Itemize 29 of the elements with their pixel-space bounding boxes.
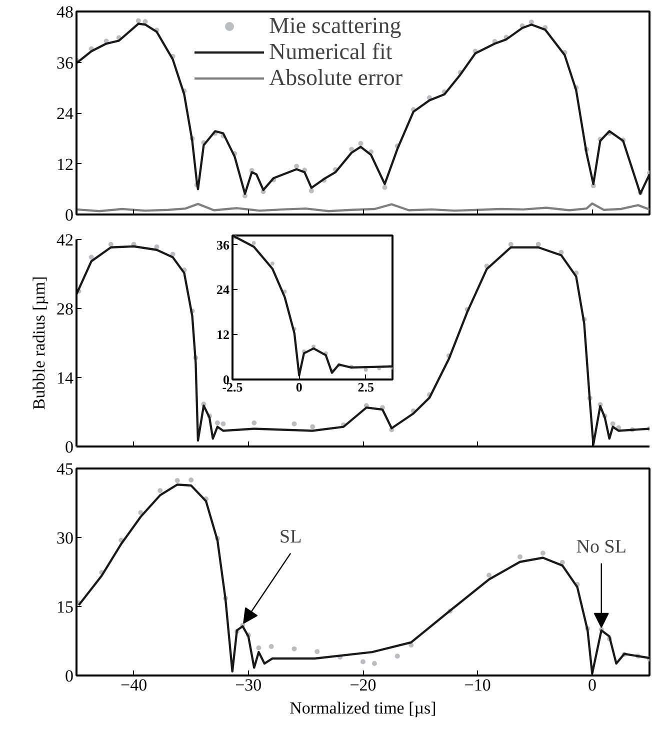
y-tick-label: 24 [56,104,74,123]
y-tick-label: 12 [56,154,74,174]
annotation: SL [280,526,302,548]
y-tick-label: 45 [56,460,74,478]
x-tick-label: −10 [464,676,491,694]
y-tick-label: 12 [216,327,230,342]
y-tick-label: 14 [56,368,74,388]
y-tick-label: 36 [216,237,230,252]
x-axis-title: Normalized time [µs] [290,698,436,718]
y-axis-title: Bubble radius [µm] [30,276,48,410]
x-tick-label: 0 [588,676,596,694]
y-tick-label: 30 [56,528,74,548]
y-tick-label: 0 [65,206,74,224]
y-tick-label: 36 [56,53,74,72]
legend-label: Numerical fit [269,39,392,65]
x-tick-label: −30 [235,676,262,694]
legend-label: Absolute error [269,65,402,91]
y-tick-label: 24 [216,282,230,298]
y-tick-label: 0 [65,438,74,456]
x-tick-label: 2.5 [358,380,374,394]
y-tick-label: 28 [56,300,74,318]
annotation: No SL [576,536,626,558]
y-tick-label: 48 [56,2,74,22]
x-tick-label: −40 [120,676,148,694]
y-tick-label: 42 [56,230,74,250]
x-tick-label: 0 [296,380,302,394]
y-tick-label: 15 [56,598,74,616]
x-tick-label: −20 [350,676,376,694]
legend-label: Mie scattering [269,13,402,39]
